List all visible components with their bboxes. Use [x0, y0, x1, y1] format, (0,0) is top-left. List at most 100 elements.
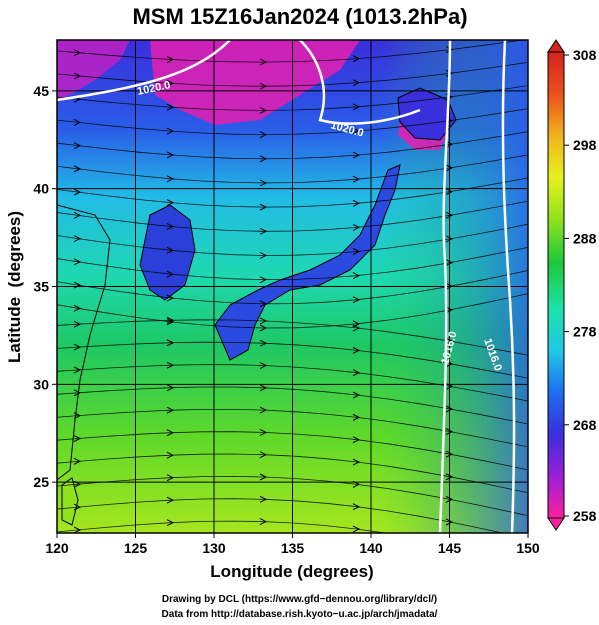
streamline-arrow — [445, 188, 454, 196]
streamline-arrow — [445, 140, 454, 148]
contour-1020-central — [299, 40, 421, 125]
streamline — [57, 246, 528, 281]
streamline-arrow — [73, 49, 82, 57]
streamline-arrow — [166, 519, 175, 527]
streamline-arrow — [259, 252, 268, 259]
contour-1020-west — [57, 40, 231, 102]
streamline-arrow — [445, 495, 454, 503]
streamline — [57, 475, 528, 517]
footer-credit-data: Data from http://database.rish.kyoto−u.a… — [161, 609, 438, 620]
streamline-arrow — [166, 175, 175, 183]
streamline-arrow — [166, 199, 175, 207]
streamline-arrow — [445, 164, 454, 172]
streamline-arrow — [73, 188, 82, 196]
streamline-arrow — [166, 474, 175, 482]
streamline-arrow — [166, 451, 175, 459]
streamline-arrow — [259, 58, 268, 66]
contour-1016-inner — [438, 40, 452, 533]
china-coast — [57, 204, 111, 481]
streamline — [57, 85, 528, 111]
streamline-arrow — [166, 127, 175, 135]
streamline-arrow — [259, 317, 268, 325]
streamline-arrow — [166, 294, 175, 302]
colorbar-tick-label: 308 — [573, 47, 597, 63]
streamline-arrow — [73, 526, 82, 533]
streamline — [57, 223, 528, 256]
streamline-arrow — [259, 339, 268, 347]
streamline — [57, 409, 528, 448]
streamline-arrow — [73, 211, 82, 219]
streamline-arrow — [73, 281, 82, 289]
streamline-arrow — [166, 496, 175, 504]
y-tick-label: 35 — [33, 279, 49, 295]
streamline-arrow — [73, 503, 82, 511]
streamline-arrow — [259, 384, 268, 392]
y-tick-label: 45 — [33, 83, 49, 99]
x-tick-label: 120 — [45, 540, 69, 556]
streamline-arrow — [73, 320, 82, 328]
streamline-arrow — [352, 223, 361, 231]
streamline-arrow — [73, 366, 82, 374]
colorbar-gradient — [547, 51, 565, 519]
streamline-arrow — [166, 103, 175, 111]
y-axis-label: Latitude (degrees) — [5, 211, 24, 363]
streamline-arrow — [259, 324, 268, 332]
streamline-arrow — [445, 306, 454, 314]
streamline-arrow — [352, 436, 361, 444]
x-tick-label: 130 — [202, 540, 226, 556]
streamline-arrow — [166, 361, 175, 369]
streamline-arrow — [73, 457, 82, 465]
streamline-arrow — [166, 151, 175, 159]
streamline-arrow — [166, 406, 175, 414]
streamline-arrow — [259, 428, 268, 436]
streamline-arrow — [352, 413, 361, 421]
streamline-arrow — [352, 127, 361, 135]
streamline — [57, 270, 528, 305]
chart-title: MSM 15Z16Jan2024 (1013.2hPa) — [132, 4, 467, 29]
streamline-arrow — [73, 304, 82, 312]
y-tick-label: 25 — [33, 474, 49, 490]
streamline — [57, 131, 528, 160]
streamlines — [57, 40, 528, 533]
streamline — [57, 61, 528, 87]
streamline — [57, 108, 528, 136]
streamline-arrow — [166, 339, 175, 347]
streamline-arrow — [259, 451, 268, 459]
streamline-arrow — [445, 235, 454, 243]
footer-credit-drawing: Drawing by DCL (https://www.gfd−dennou.o… — [161, 594, 438, 605]
streamline-arrow — [166, 56, 175, 63]
streamline-arrow — [166, 429, 175, 437]
streamline-arrow — [445, 259, 454, 267]
streamline-arrow — [73, 435, 82, 442]
streamline-arrow — [352, 369, 361, 377]
streamline-arrow — [166, 318, 175, 326]
streamline-arrow — [352, 525, 361, 533]
streamline-arrow — [445, 46, 454, 54]
x-tick-label: 145 — [438, 540, 462, 556]
streamline-arrow — [259, 227, 268, 235]
streamline-arrow — [73, 165, 82, 173]
streamline-arrow — [445, 337, 454, 345]
streamline-arrow — [445, 211, 454, 219]
colorbar: 258 268 278 288 298 308 — [547, 39, 597, 531]
streamline-arrow — [259, 203, 268, 211]
colorbar-tick-label: 288 — [573, 230, 597, 246]
streamline-arrow — [445, 405, 454, 413]
colorbar-tick-label: 298 — [573, 137, 597, 153]
colorbar-tick-label: 278 — [573, 324, 597, 340]
streamline-arrow — [352, 346, 361, 354]
streamline-arrow — [352, 151, 361, 159]
colorbar-tick-label: 268 — [573, 417, 597, 433]
streamline-arrow — [259, 473, 268, 481]
streamline-arrow — [352, 248, 361, 255]
streamline-arrow — [352, 272, 361, 280]
streamline-arrow — [445, 450, 454, 458]
x-axis-label: Longitude (degrees) — [210, 562, 373, 581]
y-tick-label: 30 — [33, 376, 49, 392]
streamline-arrow — [445, 428, 454, 436]
streamline-arrow — [166, 270, 175, 278]
streamline — [57, 319, 528, 356]
streamline — [57, 386, 528, 425]
japan-land — [214, 164, 401, 361]
streamline-arrow — [259, 131, 268, 139]
